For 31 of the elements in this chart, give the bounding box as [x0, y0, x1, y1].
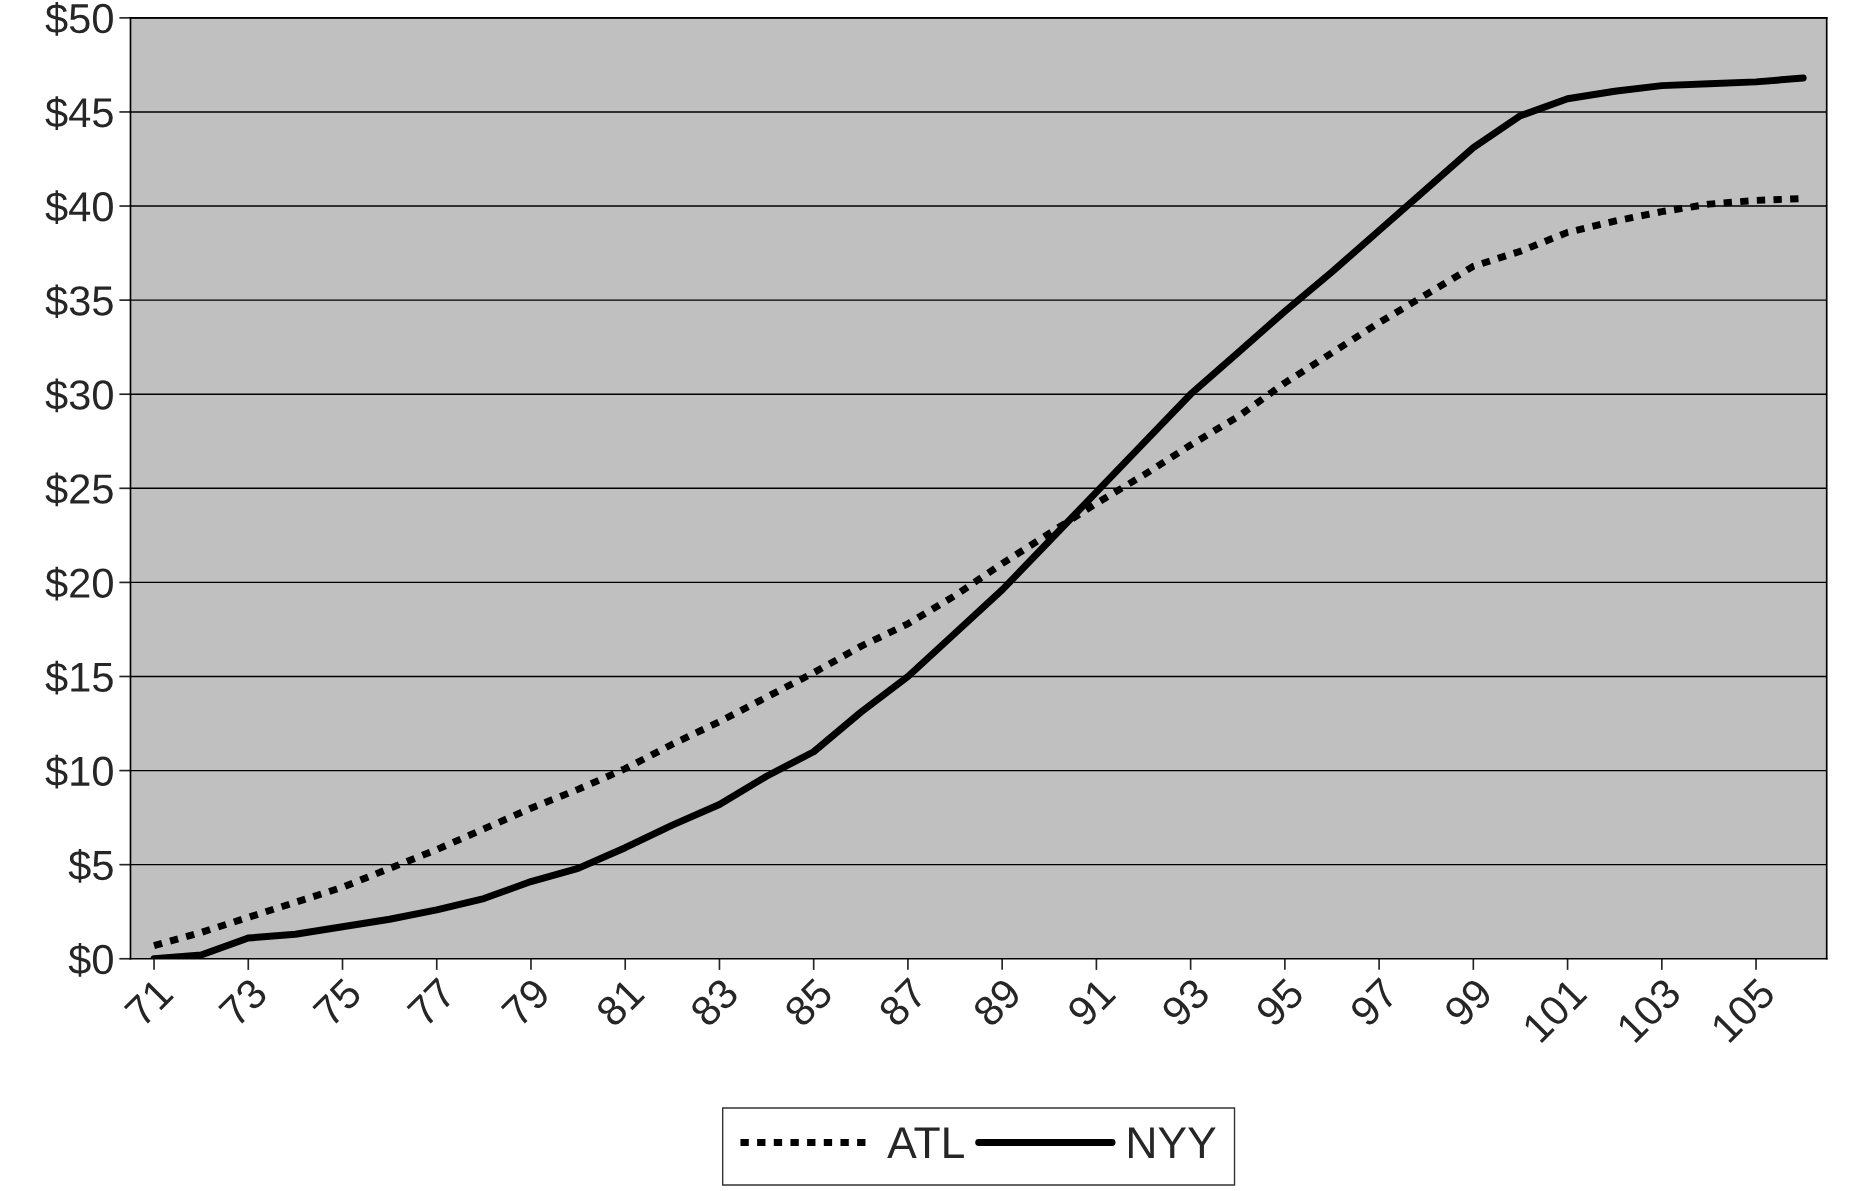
y-tick-label: $0 — [68, 943, 113, 977]
x-tick-label: 85 — [782, 976, 835, 1028]
x-tick-label: 101 — [1521, 976, 1588, 1044]
x-tick-label: 97 — [1348, 976, 1400, 1028]
x-tick-label: 83 — [688, 976, 740, 1028]
legend-label: NYY — [1129, 1127, 1216, 1158]
x-tick-label: 75 — [312, 977, 363, 1028]
y-tick-label: $15 — [45, 660, 113, 695]
legend-label: ATL — [887, 1127, 964, 1158]
y-tick-label: $5 — [68, 848, 113, 883]
x-tick-label: 71 — [123, 977, 174, 1028]
x-tick-label: 99 — [1442, 976, 1494, 1028]
x-tick-label: 73 — [217, 976, 269, 1028]
x-tick-label: 103 — [1615, 976, 1683, 1044]
x-tick-label: 105 — [1709, 976, 1777, 1044]
y-tick-label: $35 — [45, 284, 113, 319]
x-tick-label: 77 — [406, 977, 457, 1028]
x-tick-label: 81 — [594, 976, 646, 1028]
y-tick-label: $40 — [45, 190, 113, 225]
x-tick-label: 93 — [1160, 976, 1211, 1028]
y-tick-label: $50 — [45, 2, 113, 36]
x-tick-label: 91 — [1065, 976, 1117, 1028]
x-tick-label: 95 — [1254, 976, 1306, 1028]
y-tick-label: $20 — [45, 566, 113, 601]
y-tick-label: $45 — [45, 96, 113, 130]
x-tick-label: 89 — [971, 976, 1023, 1028]
x-tick-label: 87 — [877, 976, 929, 1028]
y-tick-label: $10 — [45, 754, 113, 789]
x-tick-label: 79 — [500, 976, 552, 1028]
y-tick-label: $30 — [45, 378, 113, 413]
y-tick-label: $25 — [45, 472, 113, 507]
